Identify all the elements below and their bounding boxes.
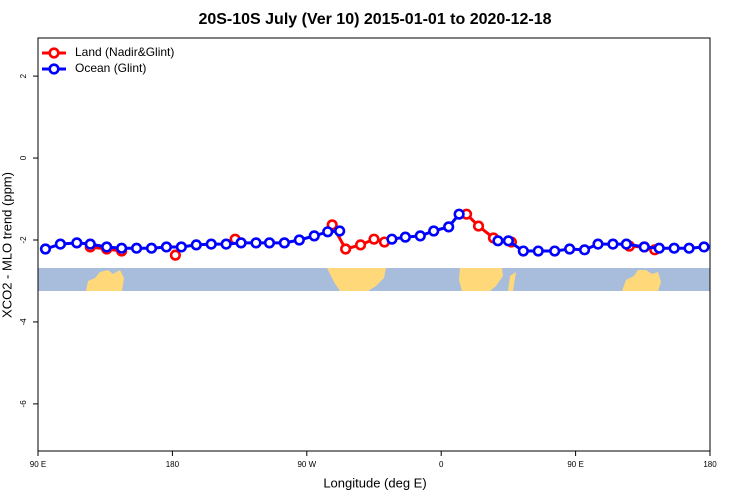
land-shape [327,268,386,291]
point [453,208,465,220]
point [145,242,158,254]
legend-marker [48,47,60,59]
point [578,244,591,256]
point [368,233,380,245]
point [130,242,143,254]
point [250,237,262,249]
land-shape [86,270,124,291]
land-strip [38,268,710,291]
legend-label: Land (Nadir&Glint) [75,45,174,59]
point [354,239,367,251]
point [592,238,604,250]
point [443,221,455,233]
point [39,243,52,255]
land-shape [622,270,661,291]
point [620,238,632,250]
point [472,220,485,232]
point [71,237,83,249]
point [683,242,695,254]
point [235,237,247,249]
point [414,230,426,242]
point [386,233,398,245]
point [502,235,515,247]
y-axis-label: XCO2 - MLO trend (ppm) [0,172,14,318]
x-tick-label: 90 E [567,460,583,469]
x-tick-label: 0 [439,460,444,469]
point [517,245,529,257]
point [205,238,217,250]
x-tick-label: 180 [703,460,717,469]
series-line [44,213,705,253]
point [492,235,504,247]
y-tick-label: 2 [19,73,28,78]
point [293,234,305,246]
plot-frame [37,37,711,452]
point [399,231,411,243]
point [101,241,113,253]
point [278,237,291,249]
point [428,225,440,237]
point [54,238,67,250]
point [334,225,346,237]
x-tick-label: 180 [166,460,180,469]
point [175,241,187,253]
point [116,242,128,254]
land-shape [459,268,503,291]
point [84,238,96,250]
legend-marker [48,63,60,75]
point [308,230,320,242]
point [220,238,232,250]
point [668,242,680,254]
point [607,238,619,250]
chart-title: 20S-10S July (Ver 10) 2015-01-01 to 2020… [198,11,551,28]
legend-label: Ocean (Glint) [75,61,146,75]
y-tick-label: -4 [19,318,28,326]
x-tick-label: 90 E [30,460,46,469]
x-axis-label: Longitude (deg E) [323,475,426,490]
point [532,245,544,257]
point [263,237,276,249]
land-shape [508,272,516,291]
point [698,241,710,253]
point [160,241,173,253]
point [322,226,334,238]
y-tick-label: -6 [19,400,28,408]
x-tick-label: 90 W [297,460,316,469]
point [653,242,665,254]
point [169,249,181,261]
point [564,243,576,255]
y-tick-label: 0 [19,155,28,160]
point [340,243,352,255]
point [638,241,650,253]
point [190,239,202,251]
y-tick-label: -2 [19,236,28,244]
point [549,245,561,257]
